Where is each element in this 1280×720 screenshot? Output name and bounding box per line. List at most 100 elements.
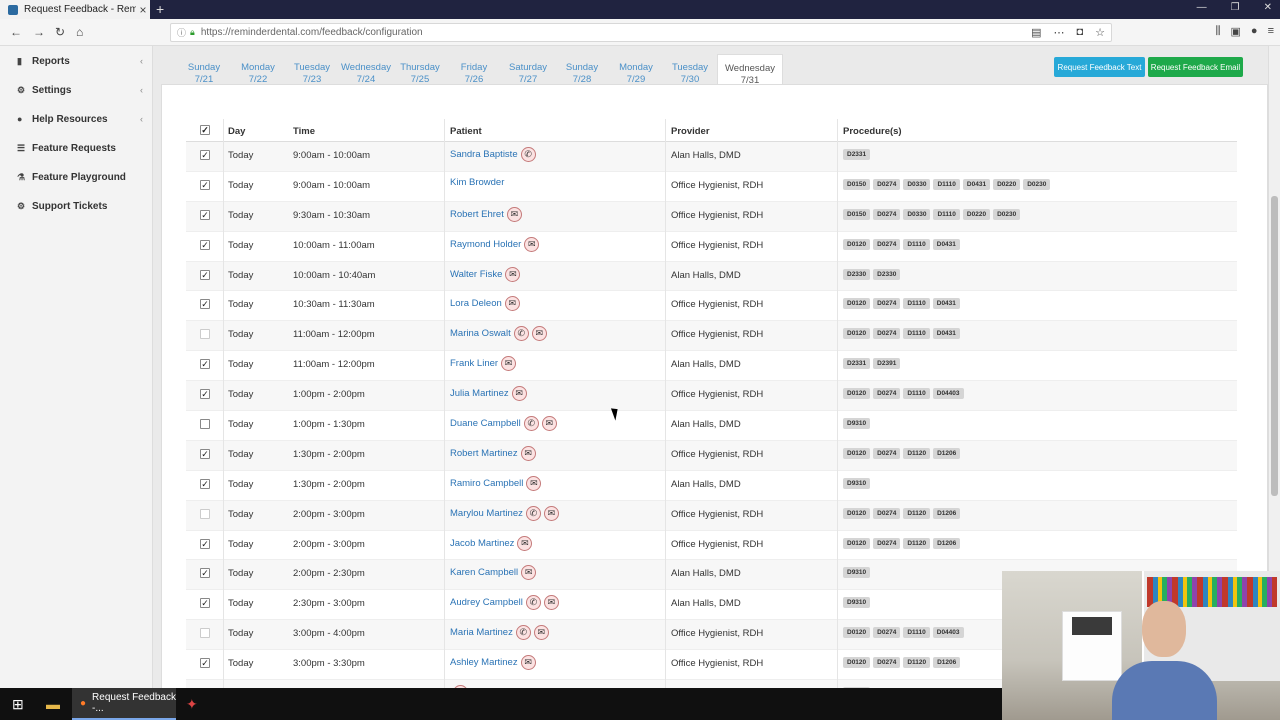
scroll-thumb[interactable] xyxy=(1271,196,1278,496)
file-explorer-icon[interactable]: ▬ xyxy=(46,696,60,712)
patient-link[interactable]: Sandra Baptiste xyxy=(450,149,518,160)
row-checkbox[interactable]: ✓ xyxy=(200,269,210,280)
provider-cell: Alan Halls, DMD xyxy=(671,269,741,281)
procedure-badge: D0274 xyxy=(873,238,901,250)
procedures-cell: D0150 D0274 D0330 D1110 D0431 D0220 D0230 xyxy=(843,178,1051,190)
close-tab-icon[interactable]: × xyxy=(139,2,147,17)
row-checkbox[interactable]: ✓ xyxy=(200,658,210,669)
row-checkbox[interactable]: ✓ xyxy=(200,359,210,370)
minimize-icon[interactable]: — xyxy=(1196,2,1207,13)
reader-icon[interactable]: ▤ xyxy=(1031,27,1042,39)
tab-day[interactable]: Tuesday 7/30 xyxy=(663,54,717,94)
patient-link[interactable]: Ramiro Campbell xyxy=(450,477,524,489)
tab-day[interactable]: Tuesday 7/23 xyxy=(285,54,339,94)
patient-link[interactable]: Frank Liner xyxy=(450,358,499,370)
day-cell: Today xyxy=(228,538,254,550)
row-checkbox[interactable]: ✓ xyxy=(200,598,210,609)
patient-link[interactable]: Kim Browder xyxy=(450,176,505,188)
time-cell: 9:00am - 10:00am xyxy=(293,150,371,161)
new-tab-icon[interactable]: + xyxy=(156,1,165,17)
patient-link[interactable]: Julia Martinez xyxy=(450,388,509,400)
person-head xyxy=(1142,601,1186,657)
request-feedback-email-button[interactable]: Request Feedback Email xyxy=(1148,57,1243,77)
browser-tab[interactable]: Request Feedback - ReminderD × xyxy=(0,0,150,19)
procedure-badge: D04403 xyxy=(932,627,964,639)
address-bar[interactable]: ⓘ 🔒︎ https://reminderdental.com/feedback… xyxy=(170,23,1112,42)
tab-day[interactable]: Saturday 7/27 xyxy=(501,54,555,94)
patient-link[interactable]: Raymond Holder xyxy=(450,238,522,250)
tab-day[interactable]: Sunday 7/28 xyxy=(555,54,609,94)
close-window-icon[interactable]: ✕ xyxy=(1263,2,1272,13)
patient-link[interactable]: Robert Ehret xyxy=(450,208,504,220)
tab-day[interactable]: Monday 7/22 xyxy=(231,54,285,94)
day-name: Wednesday xyxy=(341,62,391,73)
row-checkbox[interactable]: ✓ xyxy=(200,389,210,400)
row-checkbox[interactable] xyxy=(200,419,210,430)
select-all-checkbox[interactable]: ✓ xyxy=(200,125,210,135)
patient-link[interactable]: Karen Campbell xyxy=(450,567,519,579)
forward-icon[interactable]: → xyxy=(33,25,45,39)
sidebar-item-support-tickets[interactable]: ⚙ Support Tickets xyxy=(0,194,153,218)
patient-link[interactable]: Jacob Martinez xyxy=(450,537,515,549)
provider-cell: Alan Halls, DMD xyxy=(671,419,741,431)
row-checkbox[interactable]: ✓ xyxy=(200,150,210,160)
patient-link[interactable]: Lora Deleon xyxy=(450,298,502,310)
patient-link[interactable]: Ashley Martinez xyxy=(450,657,518,669)
home-icon[interactable]: ⌂ xyxy=(76,25,84,39)
more-icon[interactable]: ⋯ xyxy=(1053,27,1065,39)
patient-link[interactable]: Marylou Martinez xyxy=(450,507,523,519)
row-checkbox[interactable]: ✓ xyxy=(200,478,210,489)
account-icon[interactable]: ● xyxy=(1250,25,1258,37)
patient-cell: Robert Ehret ✉ xyxy=(450,206,522,222)
patient-link[interactable]: Maria Martinez xyxy=(450,627,513,639)
row-checkbox[interactable]: ✓ xyxy=(200,209,210,220)
procedure-badge: D0220 xyxy=(993,178,1021,190)
sidebar-item-help-resources[interactable]: ● Help Resources ‹ xyxy=(0,107,153,131)
row-checkbox[interactable] xyxy=(200,329,210,340)
tab-day[interactable]: Wednesday 7/24 xyxy=(339,54,393,94)
pocket-icon[interactable]: ◘ xyxy=(1076,26,1084,38)
windows-start-icon[interactable]: ⊞ xyxy=(12,696,24,712)
tab-day[interactable]: Sunday 7/21 xyxy=(177,54,231,94)
table-row: ✓ Today 1:30pm - 2:00pm Ramiro Campbell ✉ Ala… xyxy=(186,471,1237,501)
sidebar-item-settings[interactable]: ⚙ Settings ‹ xyxy=(0,78,153,102)
patient-cell: Julia Martinez ✉ xyxy=(450,386,527,402)
row-checkbox[interactable]: ✓ xyxy=(200,568,210,579)
sidebar-item-feature-playground[interactable]: ⚗ Feature Playground xyxy=(0,165,153,189)
tab-day[interactable]: Friday 7/26 xyxy=(447,54,501,94)
row-checkbox[interactable]: ✓ xyxy=(200,299,210,310)
day-cell: Today xyxy=(228,269,254,281)
procedure-badge: D9310 xyxy=(843,567,871,579)
row-checkbox[interactable]: ✓ xyxy=(200,239,210,250)
patient-link[interactable]: Marina Oswalt xyxy=(450,328,511,340)
page-scrollbar[interactable] xyxy=(1268,46,1280,688)
menu-icon[interactable]: ≡ xyxy=(1267,25,1274,37)
bookmark-star-icon[interactable]: ☆ xyxy=(1095,27,1105,39)
patient-link[interactable]: Audrey Campbell xyxy=(450,597,523,609)
patient-link[interactable]: Duane Campbell xyxy=(450,418,521,430)
restore-icon[interactable]: ❐ xyxy=(1230,2,1240,13)
list-icon: ☰ xyxy=(17,142,26,153)
library-icon[interactable]: ⫼ xyxy=(1215,25,1221,37)
patient-link[interactable]: Walter Fiske xyxy=(450,268,503,280)
tab-day[interactable]: Monday 7/29 xyxy=(609,54,663,94)
provider-cell: Office Hygienist, RDH xyxy=(671,448,764,460)
taskbar-firefox-item[interactable]: ● Request Feedback -... xyxy=(72,688,176,720)
tab-day[interactable]: Thursday 7/25 xyxy=(393,54,447,94)
back-icon[interactable]: ← xyxy=(10,25,22,39)
time-cell: 1:00pm - 2:00pm xyxy=(293,389,365,401)
row-checkbox[interactable] xyxy=(200,628,210,639)
info-icon[interactable]: ⓘ xyxy=(177,28,187,38)
row-checkbox[interactable]: ✓ xyxy=(200,448,210,459)
info-icon: ● xyxy=(17,114,23,124)
taskbar-app-icon[interactable]: ✦ xyxy=(186,696,198,712)
row-checkbox[interactable]: ✓ xyxy=(200,538,210,549)
sidebar-item-feature-requests[interactable]: ☰ Feature Requests xyxy=(0,136,153,160)
sidebar-item-reports[interactable]: ▮ Reports ‹ xyxy=(0,49,153,73)
request-feedback-text-button[interactable]: Request Feedback Text xyxy=(1054,57,1145,77)
patient-link[interactable]: Robert Martinez xyxy=(450,447,518,459)
reload-icon[interactable]: ↻ xyxy=(55,25,66,39)
row-checkbox[interactable] xyxy=(200,508,210,519)
sidebar-toggle-icon[interactable]: ▣ xyxy=(1230,26,1241,38)
row-checkbox[interactable]: ✓ xyxy=(200,179,210,190)
